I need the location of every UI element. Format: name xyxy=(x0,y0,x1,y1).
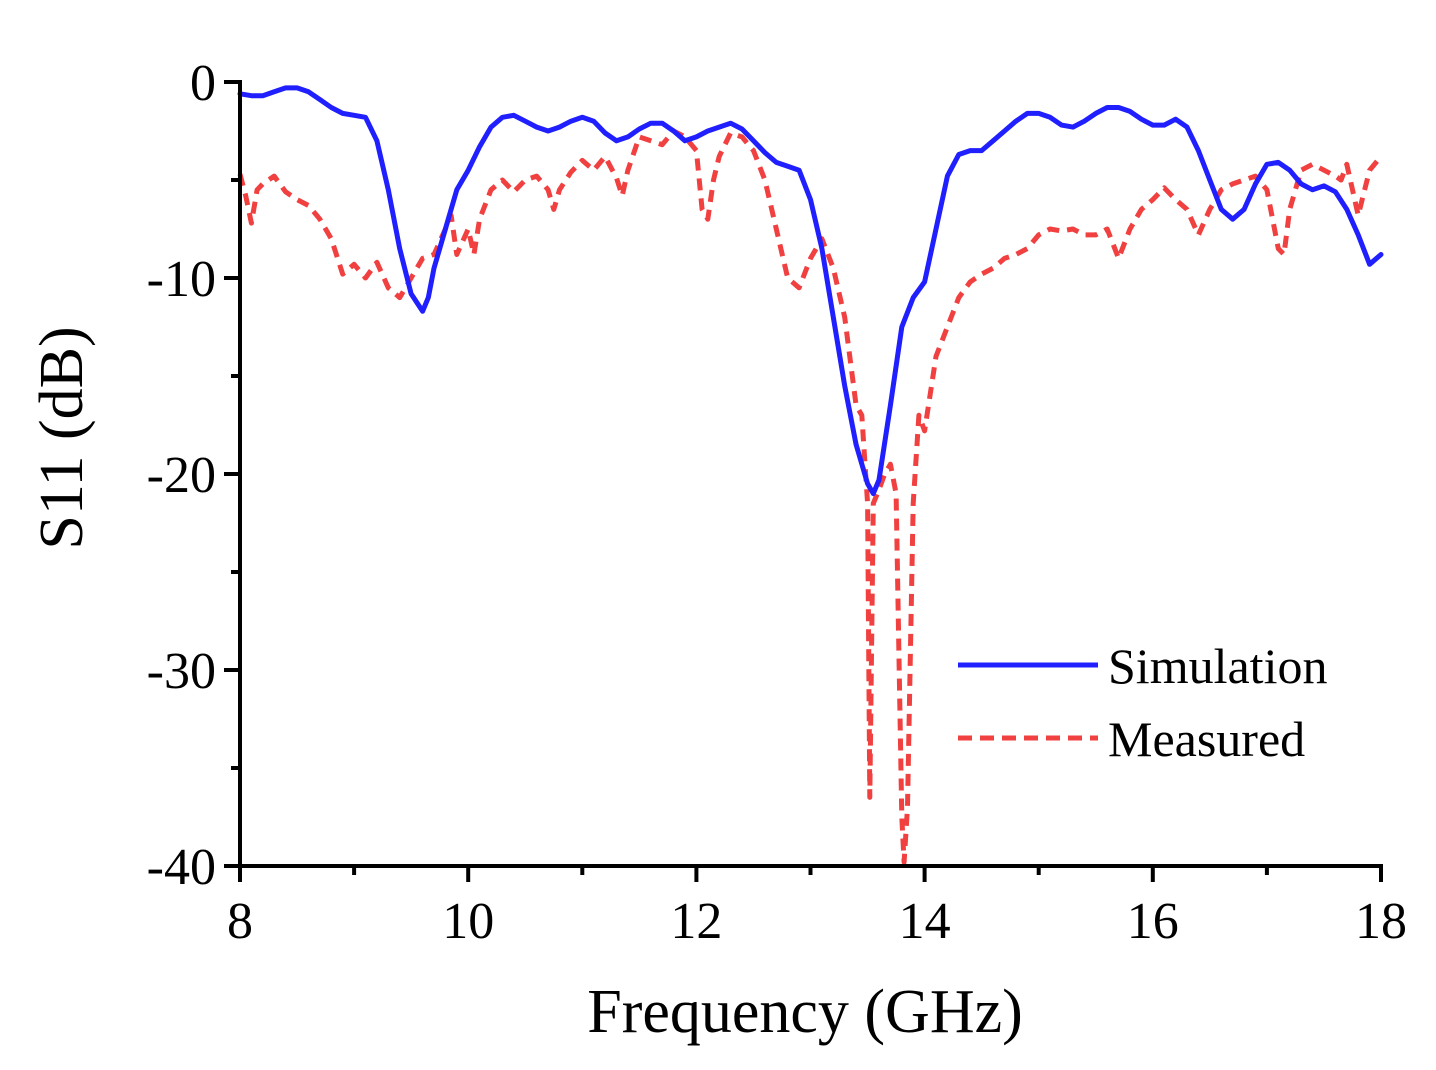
y-axis-title: S11 (dB) xyxy=(28,326,96,549)
y-tick-label: 0 xyxy=(190,55,216,112)
x-axis-title: Frequency (GHz) xyxy=(587,978,1023,1046)
legend-measured-label: Measured xyxy=(1108,711,1305,767)
y-tick-label: -20 xyxy=(147,447,216,504)
legend: Simulation Measured xyxy=(958,638,1327,767)
x-tick-label: 10 xyxy=(442,893,494,950)
x-tick-label: 12 xyxy=(670,893,722,950)
x-tick-label: 16 xyxy=(1127,893,1179,950)
x-tick-label: 8 xyxy=(227,893,253,950)
y-tick-label: -10 xyxy=(147,251,216,308)
y-tick-label: -40 xyxy=(147,839,216,896)
legend-simulation-label: Simulation xyxy=(1108,638,1327,694)
series-line-simulation xyxy=(237,85,1384,497)
y-ticks: 0 -10 -20 -30 -40 xyxy=(147,55,240,896)
plot-area xyxy=(237,85,1384,865)
y-tick-label: -30 xyxy=(147,643,216,700)
x-tick-label: 18 xyxy=(1355,893,1407,950)
x-tick-label: 14 xyxy=(899,893,951,950)
x-ticks: 8 10 12 14 16 18 xyxy=(227,866,1407,950)
